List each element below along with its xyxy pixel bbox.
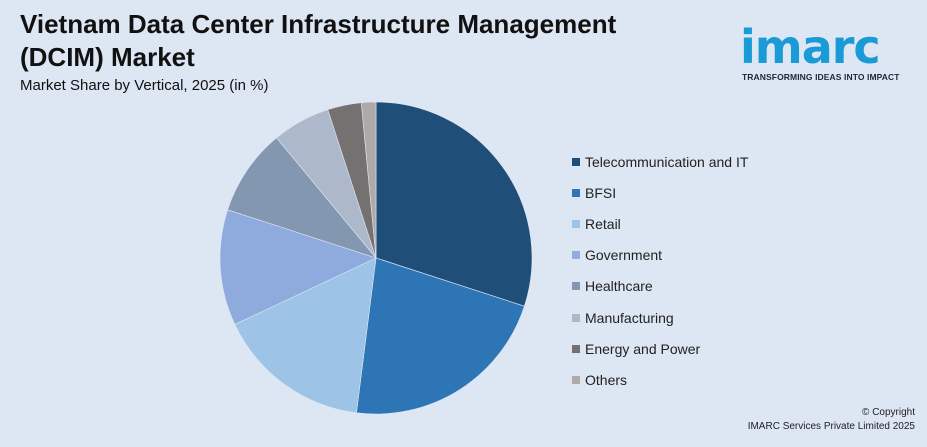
copyright-label: © Copyright: [862, 407, 915, 418]
chart-title: Vietnam Data Center Infrastructure Manag…: [20, 9, 617, 72]
legend-label: Energy and Power: [585, 340, 701, 357]
legend-swatch: [572, 219, 580, 228]
legend-label: Others: [585, 371, 628, 388]
legend-item: Energy and Power: [572, 333, 748, 364]
copyright-notice: © Copyright IMARC Services Private Limit…: [748, 406, 915, 434]
legend-swatch: [572, 313, 580, 322]
pie-chart: [220, 101, 533, 415]
legend-label: Government: [585, 247, 663, 264]
legend-item: Telecommunication and IT: [572, 146, 748, 177]
copyright-company: IMARC Services Private Limited 2025: [747, 421, 915, 432]
legend-swatch: [572, 157, 580, 166]
legend-item: Others: [572, 364, 748, 395]
logo-wordmark: imarc: [740, 20, 881, 74]
pie-slice-others: [360, 101, 377, 259]
legend-item: Retail: [572, 208, 748, 239]
legend-label: Retail: [585, 215, 621, 232]
legend-item: Healthcare: [572, 271, 748, 302]
legend-item: Manufacturing: [572, 302, 748, 333]
chart-subtitle: Market Share by Vertical, 2025 (in %): [20, 77, 269, 94]
legend-label: BFSI: [585, 184, 617, 201]
pie-slice-retail: [234, 257, 377, 414]
logo-tagline: TRANSFORMING IDEAS INTO IMPACT: [742, 72, 900, 82]
pie-slice-bfsi: [356, 257, 525, 415]
legend-label: Telecommunication and IT: [585, 153, 749, 170]
legend-swatch: [572, 375, 580, 384]
legend-label: Manufacturing: [585, 309, 674, 326]
pie-slice-healthcare: [227, 137, 377, 259]
legend-item: Government: [572, 240, 748, 271]
pie-slice-government: [220, 209, 377, 325]
chart-legend: Telecommunication and IT BFSI Retail Govern…: [572, 146, 748, 396]
legend-label: Healthcare: [585, 278, 653, 295]
legend-swatch: [572, 282, 580, 291]
pie-slice-telecommunication-and-it: [375, 101, 533, 307]
legend-item: BFSI: [572, 177, 748, 208]
legend-swatch: [572, 251, 580, 260]
imarc-logo: imarc TRANSFORMING IDEAS INTO IMPACT: [738, 8, 920, 88]
legend-swatch: [572, 344, 580, 353]
legend-swatch: [572, 188, 580, 197]
